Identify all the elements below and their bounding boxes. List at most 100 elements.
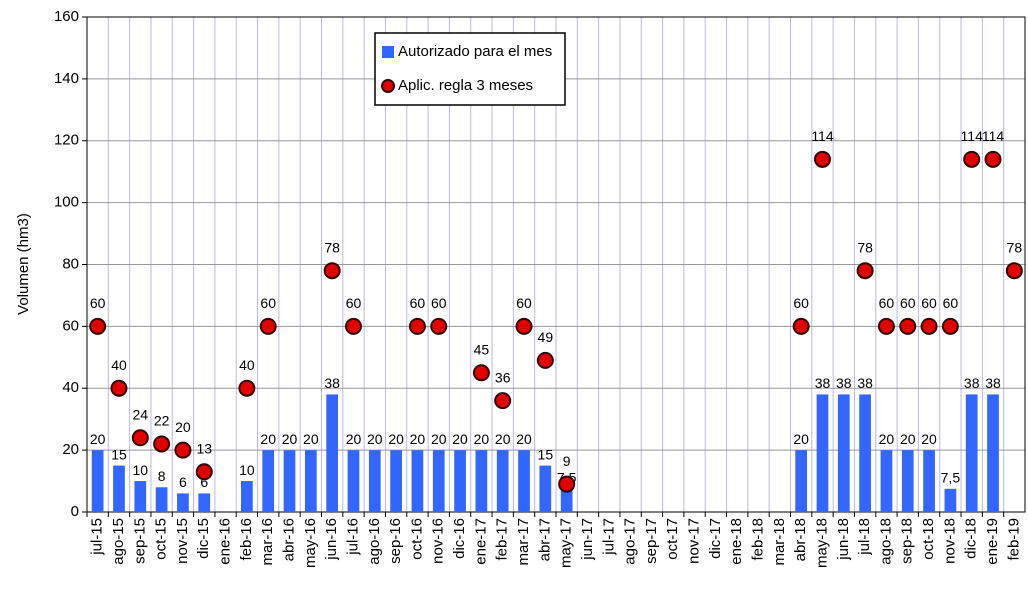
bar-value-label: 6 — [179, 474, 187, 490]
x-tick-label: sep-17 — [643, 518, 660, 564]
bar — [432, 450, 445, 512]
x-tick-label: oct-15 — [153, 518, 170, 560]
point — [195, 463, 213, 481]
point — [153, 435, 171, 453]
point — [899, 317, 917, 335]
bar-value-label: 20 — [900, 431, 916, 447]
x-tick-label: jun-16 — [323, 518, 340, 561]
point-value-label: 60 — [410, 295, 426, 311]
legend-box — [374, 32, 566, 106]
point-value-label: 45 — [474, 341, 490, 357]
point-value-label: 60 — [260, 295, 276, 311]
x-tick-label: may-16 — [302, 518, 319, 568]
bar — [987, 394, 999, 512]
y-tick-label: 80 — [62, 255, 79, 272]
x-tick-label: jun-17 — [579, 518, 596, 561]
point — [323, 262, 341, 280]
bar-value-label: 20 — [452, 431, 468, 447]
x-tick-label: dic-16 — [451, 518, 468, 559]
bar — [965, 394, 978, 512]
x-tick-label: feb-19 — [1005, 518, 1022, 561]
bar-value-label: 38 — [836, 375, 852, 391]
bar — [795, 450, 808, 512]
x-tick-label: ene-16 — [217, 518, 234, 565]
point — [174, 441, 192, 459]
point — [984, 150, 1002, 168]
x-tick-label: oct-17 — [664, 518, 681, 560]
bar-value-label: 20 — [282, 431, 298, 447]
x-tick-label: ago-15 — [110, 518, 127, 565]
point-value-label: 36 — [495, 369, 511, 385]
bar-value-label: 20 — [793, 431, 809, 447]
legend-swatch — [382, 46, 394, 58]
bar — [880, 450, 893, 512]
bar — [901, 450, 914, 512]
bar-value-label: 8 — [158, 468, 166, 484]
bar — [944, 488, 957, 512]
bar — [475, 450, 488, 512]
bar — [326, 394, 339, 512]
x-tick-label: mar-18 — [771, 518, 788, 566]
bar-value-label: 20 — [303, 431, 319, 447]
bar-value-label: 10 — [133, 462, 149, 478]
point-value-label: 78 — [324, 239, 340, 255]
bar-value-label: 15 — [538, 446, 554, 462]
point-value-label: 24 — [133, 406, 149, 422]
bar — [496, 450, 509, 512]
bar — [177, 493, 189, 512]
bar-value-label: 15 — [111, 446, 127, 462]
point-value-label: 49 — [538, 329, 554, 345]
bar — [859, 394, 871, 512]
point — [472, 364, 490, 382]
point — [131, 429, 149, 447]
x-tick-label: sep-18 — [899, 518, 916, 564]
x-tick-label: ago-16 — [366, 518, 383, 565]
x-tick-label: ago-18 — [877, 518, 894, 565]
y-tick-label: 140 — [54, 70, 79, 87]
point — [110, 379, 128, 397]
x-tick-label: may-18 — [813, 518, 830, 568]
bar-value-label: 20 — [495, 431, 511, 447]
point — [408, 317, 426, 335]
bar-value-label: 6 — [200, 474, 208, 490]
bar-value-label: 7,5 — [941, 470, 961, 486]
bar-value-label: 20 — [388, 431, 404, 447]
x-tick-label: nov-16 — [430, 518, 447, 564]
x-tick-label: jul-18 — [856, 518, 873, 556]
legend-label: Autorizado para el mes — [398, 43, 552, 60]
x-tick-label: feb-18 — [749, 518, 766, 561]
x-tick-label: feb-16 — [238, 518, 255, 561]
y-tick-label: 40 — [62, 379, 79, 396]
y-tick-label: 120 — [54, 132, 79, 149]
bar-value-label: 20 — [367, 431, 383, 447]
point-value-label: 60 — [90, 295, 106, 311]
bar-value-label: 20 — [474, 431, 490, 447]
x-tick-label: oct-16 — [408, 518, 425, 560]
x-tick-label: nov-18 — [941, 518, 958, 564]
bar — [518, 450, 530, 512]
bar — [560, 488, 573, 512]
x-tick-label: ene-18 — [728, 518, 745, 565]
bar — [198, 493, 211, 512]
x-tick-label: dic-15 — [195, 518, 212, 559]
point — [430, 317, 448, 335]
x-tick-label: sep-15 — [131, 518, 148, 564]
bar-value-label: 38 — [324, 375, 340, 391]
point — [89, 317, 107, 335]
legend-label: Aplic. regla 3 meses — [398, 77, 533, 94]
bar-value-label: 10 — [239, 462, 255, 478]
point-value-label: 60 — [900, 295, 916, 311]
legend: Autorizado para el mes Aplic. regla 3 mes… — [374, 32, 566, 106]
point — [941, 317, 959, 335]
point-value-label: 114 — [811, 128, 834, 144]
point-value-label: 60 — [879, 295, 895, 311]
x-tick-label: abr-18 — [792, 518, 809, 561]
point — [792, 317, 810, 335]
bar — [155, 487, 168, 512]
bar — [454, 450, 466, 512]
point-value-label: 60 — [921, 295, 937, 311]
x-tick-label: sep-16 — [387, 518, 404, 564]
point-value-label: 78 — [857, 239, 873, 255]
point — [920, 317, 938, 335]
